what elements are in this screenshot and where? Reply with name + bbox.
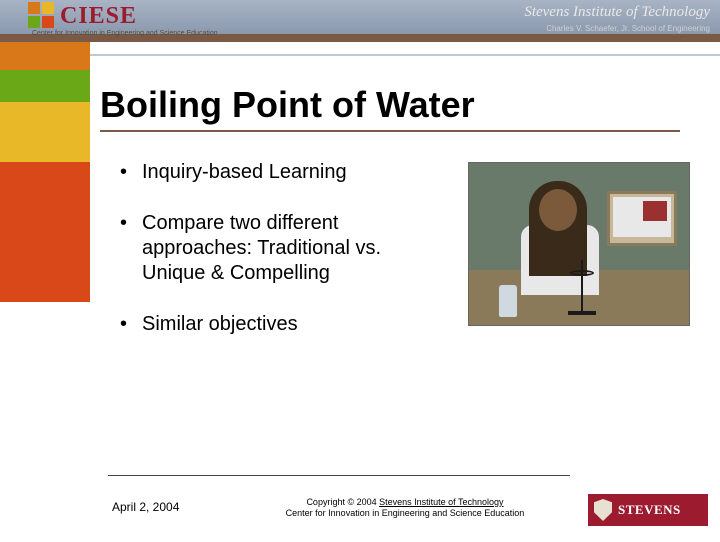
institution-name: Stevens Institute of Technology bbox=[524, 4, 710, 21]
bullet-item: Inquiry-based Learning bbox=[120, 160, 430, 185]
photo-ringstand bbox=[564, 260, 600, 315]
logo-square bbox=[28, 2, 40, 14]
title-underline bbox=[100, 130, 680, 132]
logo-square bbox=[42, 2, 54, 14]
logo-square bbox=[42, 16, 54, 28]
stripe-segment bbox=[0, 70, 90, 102]
header-band: CIESE Center for Innovation in Engineeri… bbox=[0, 0, 720, 42]
stripe-segment bbox=[0, 102, 90, 162]
logo-square bbox=[28, 16, 40, 28]
ciese-fullname: Center for Innovation in Engineering and… bbox=[32, 30, 218, 37]
bullet-item: Similar objectives bbox=[120, 312, 430, 337]
ciese-squares bbox=[28, 2, 56, 30]
copyright-text: Copyright © 2004 bbox=[306, 497, 379, 507]
slide-photo bbox=[468, 162, 690, 326]
header-divider bbox=[0, 54, 720, 56]
footer-divider bbox=[108, 475, 570, 476]
ciese-logo: CIESE bbox=[28, 2, 137, 30]
shield-icon bbox=[594, 499, 612, 521]
bullet-item: Compare two different approaches: Tradit… bbox=[120, 211, 430, 286]
stripe-segment bbox=[0, 302, 90, 542]
left-stripe bbox=[0, 42, 90, 540]
photo-bottle bbox=[499, 285, 517, 317]
ciese-abbrev: CIESE bbox=[60, 3, 137, 30]
copyright-link[interactable]: Stevens Institute of Technology bbox=[379, 497, 503, 507]
footer-date: April 2, 2004 bbox=[112, 500, 179, 514]
stripe-segment bbox=[0, 162, 90, 302]
stand-base bbox=[568, 311, 596, 315]
stand-pole bbox=[581, 260, 583, 315]
footer-copyright: Copyright © 2004 Stevens Institute of Te… bbox=[250, 497, 560, 520]
stripe-segment bbox=[0, 42, 90, 70]
stevens-logo-text: STEVENS bbox=[618, 502, 681, 518]
copyright-center: Center for Innovation in Engineering and… bbox=[286, 508, 525, 518]
stand-ring bbox=[570, 270, 594, 276]
institution-sub: Charles V. Schaefer, Jr. School of Engin… bbox=[546, 24, 710, 33]
photo-face bbox=[539, 189, 577, 231]
stevens-logo: STEVENS bbox=[588, 494, 708, 526]
slide-title: Boiling Point of Water bbox=[100, 84, 475, 126]
photo-screen-content bbox=[643, 201, 667, 221]
bullet-list: Inquiry-based Learning Compare two diffe… bbox=[120, 160, 430, 363]
